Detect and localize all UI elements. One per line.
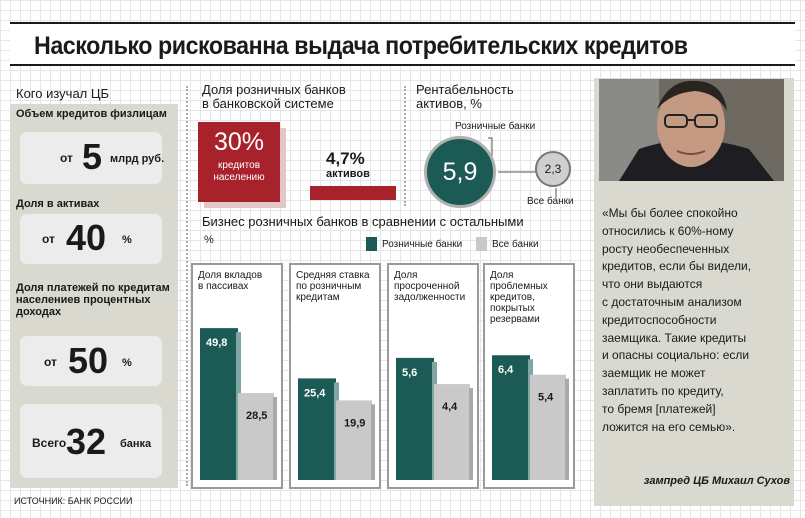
share-loans-value: 30% [213, 128, 265, 156]
comparison-title: Бизнес розничных банков в сравнении с ос… [202, 214, 524, 229]
profitability-all-label: Все банки [527, 196, 574, 207]
criteria-value-assets: 40 [66, 217, 107, 258]
bar-retail-4 [492, 355, 530, 480]
bar-retail-2 [298, 378, 336, 480]
category-label-1: Доля вкладов в пассивах [198, 270, 265, 292]
criteria-unit-assets: % [122, 234, 132, 246]
bar-all-label-1: 28,5 [246, 410, 267, 422]
legend-label-all: Все банки [492, 239, 539, 250]
share-title: Доля розничных банков в банковской систе… [202, 82, 346, 111]
page-title: Насколько рискованна выдача потребительс… [34, 32, 688, 60]
bar-retail-3 [396, 357, 434, 480]
category-label-2: Средняя ставка по розничным кредитам [296, 270, 372, 303]
divider-dotted-middle [404, 86, 406, 206]
comparison-unit: % [204, 234, 214, 246]
legend-swatch-all [476, 237, 487, 251]
category-label-4: Доля проблемных кредитов, покрытых резер… [490, 270, 551, 325]
quote-author: зампред ЦБ Михаил Сухов [643, 475, 790, 487]
bar-retail-1 [200, 328, 238, 480]
criteria-unit-total: банка [120, 438, 152, 450]
speaker-photo [599, 79, 784, 181]
profitability-retail-circle: 5,9 [424, 136, 496, 208]
bar-retail-label-2: 25,4 [304, 387, 326, 399]
criteria-box-assets [20, 214, 162, 264]
share-loans-label: кредитов населению [213, 160, 265, 183]
bar-all-3 [434, 384, 470, 480]
profitability-all-circle: 2,3 [535, 151, 571, 187]
share-loans-block: 30% кредитов населению [198, 122, 280, 202]
bar-all-label-3: 4,4 [442, 401, 458, 413]
criteria-value-payments: 50 [68, 340, 109, 381]
share-assets-label: активов [326, 168, 370, 180]
profitability-retail-label: Розничные банки [455, 121, 536, 132]
bar-retail-label-4: 6,4 [498, 364, 514, 376]
title-bar: Насколько рискованна выдача потребительс… [10, 22, 795, 66]
bar-all-4 [530, 374, 566, 480]
source-note: ИСТОЧНИК: БАНК РОССИИ [14, 496, 133, 506]
bar-all-2 [336, 400, 372, 480]
bar-retail-label-1: 49,8 [206, 337, 227, 349]
profitability-title: Рентабельность активов, % [416, 82, 514, 111]
bar-all-label-4: 5,4 [538, 392, 554, 404]
legend-swatch-retail [366, 237, 377, 251]
criteria-value-total: 32 [66, 421, 107, 462]
criteria-value-volume: 5 [82, 136, 103, 177]
bar-all-side-4 [565, 378, 569, 480]
criteria-unit-volume: млрд руб. [110, 153, 165, 165]
category-label-3: Доля просроченной задолженности [394, 270, 465, 303]
bar-all-side-2 [371, 404, 375, 480]
criteria-label-volume: Объем кредитов физлицам [16, 108, 167, 120]
criteria-prefix-assets: от [42, 232, 55, 246]
left-panel-heading: Кого изучал ЦБ [16, 86, 110, 101]
bar-all-label-2: 19,9 [344, 417, 365, 429]
quote-text: «Мы бы более спокойно относились к 60%-н… [602, 206, 752, 434]
divider-dotted-left [186, 86, 188, 486]
bar-all-side-3 [469, 388, 473, 480]
criteria-prefix-total: Всего [32, 436, 67, 450]
criteria-label-assets: Доля в активах [16, 198, 100, 210]
criteria-box-payments [20, 336, 162, 386]
criteria-box-volume [20, 132, 162, 184]
criteria-box-total [20, 404, 162, 478]
criteria-prefix-volume: от [60, 151, 73, 165]
legend-label-retail: Розничные банки [382, 239, 463, 250]
bar-retail-label-3: 5,6 [402, 367, 417, 379]
criteria-unit-payments: % [122, 357, 132, 369]
bar-all-1 [238, 393, 274, 480]
criteria-prefix-payments: от [44, 355, 57, 369]
share-assets-value: 4,7% [326, 149, 365, 168]
criteria-label-payments: Доля платежей по кредитам населениев про… [16, 282, 170, 318]
share-assets-block [310, 186, 396, 200]
bar-all-side-1 [273, 397, 277, 480]
